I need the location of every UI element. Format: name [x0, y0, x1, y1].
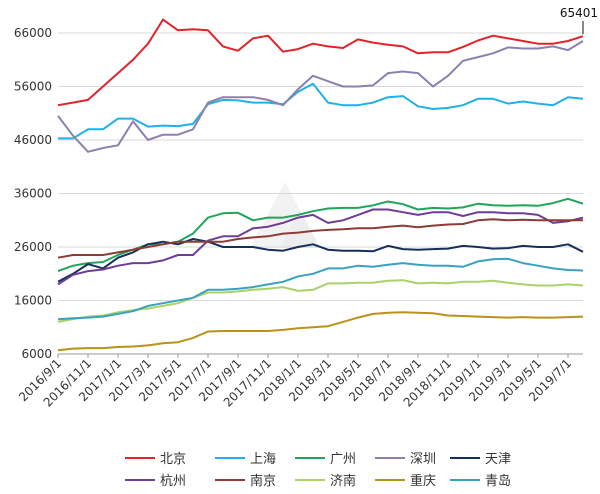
series-line-3 [57, 40, 584, 153]
y-axis: 6000 16000 26000 36000 46000 56000 66000 [14, 26, 52, 361]
y-tick-label: 46000 [14, 133, 52, 147]
legend-label: 重庆 [410, 473, 436, 489]
series-line-0 [57, 18, 584, 107]
series-line-7 [57, 279, 584, 323]
annotation: 65401 [560, 6, 598, 35]
legend-label: 济南 [330, 473, 356, 489]
legend-label: 天津 [485, 452, 511, 467]
series-line-8 [57, 311, 584, 352]
series-line-5 [57, 208, 584, 286]
series-group [57, 18, 584, 352]
y-tick-label: 66000 [14, 26, 52, 40]
series-line-6 [57, 218, 583, 259]
legend-label: 北京 [160, 452, 186, 467]
annotation-label: 65401 [560, 6, 598, 20]
y-tick-label: 26000 [14, 240, 52, 254]
series-line-4 [57, 238, 584, 283]
x-axis: 2016/9/12016/11/12017/1/12017/3/12017/5/… [16, 353, 583, 410]
series-line-1 [58, 82, 584, 140]
legend-label: 南京 [250, 473, 276, 489]
y-tick-label: 16000 [14, 294, 52, 308]
legend-label: 上海 [250, 452, 276, 467]
y-tick-label: 36000 [14, 187, 52, 201]
legend-label: 青岛 [485, 473, 511, 489]
legend-label: 杭州 [160, 474, 186, 489]
legend-label: 广州 [330, 452, 356, 467]
y-tick-label: 6000 [21, 347, 52, 361]
series-line-9 [57, 257, 584, 321]
legend-label: 深圳 [410, 452, 436, 467]
series-line-2 [57, 197, 584, 273]
y-tick-label: 56000 [14, 80, 52, 94]
grid-lines [58, 32, 583, 355]
